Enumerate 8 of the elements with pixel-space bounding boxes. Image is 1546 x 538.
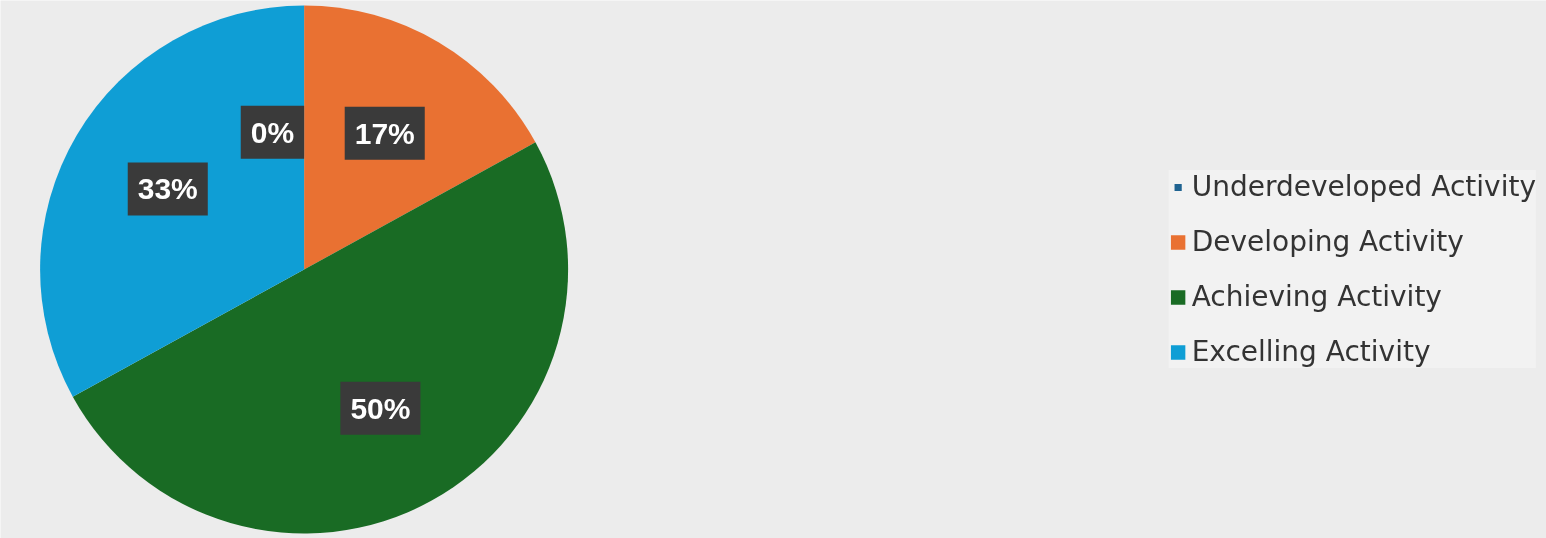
data-label: 50% xyxy=(350,391,411,425)
text: 0% xyxy=(250,115,295,149)
data-label: 33% xyxy=(137,172,198,206)
legend-label: Excelling Activity xyxy=(1191,335,1431,368)
legend-label: Developing Activity xyxy=(1191,225,1464,258)
data-label: 17% xyxy=(354,116,415,150)
legend-label: Achieving Activity xyxy=(1191,280,1442,313)
legend-label: Underdeveloped Activity xyxy=(1191,170,1536,203)
